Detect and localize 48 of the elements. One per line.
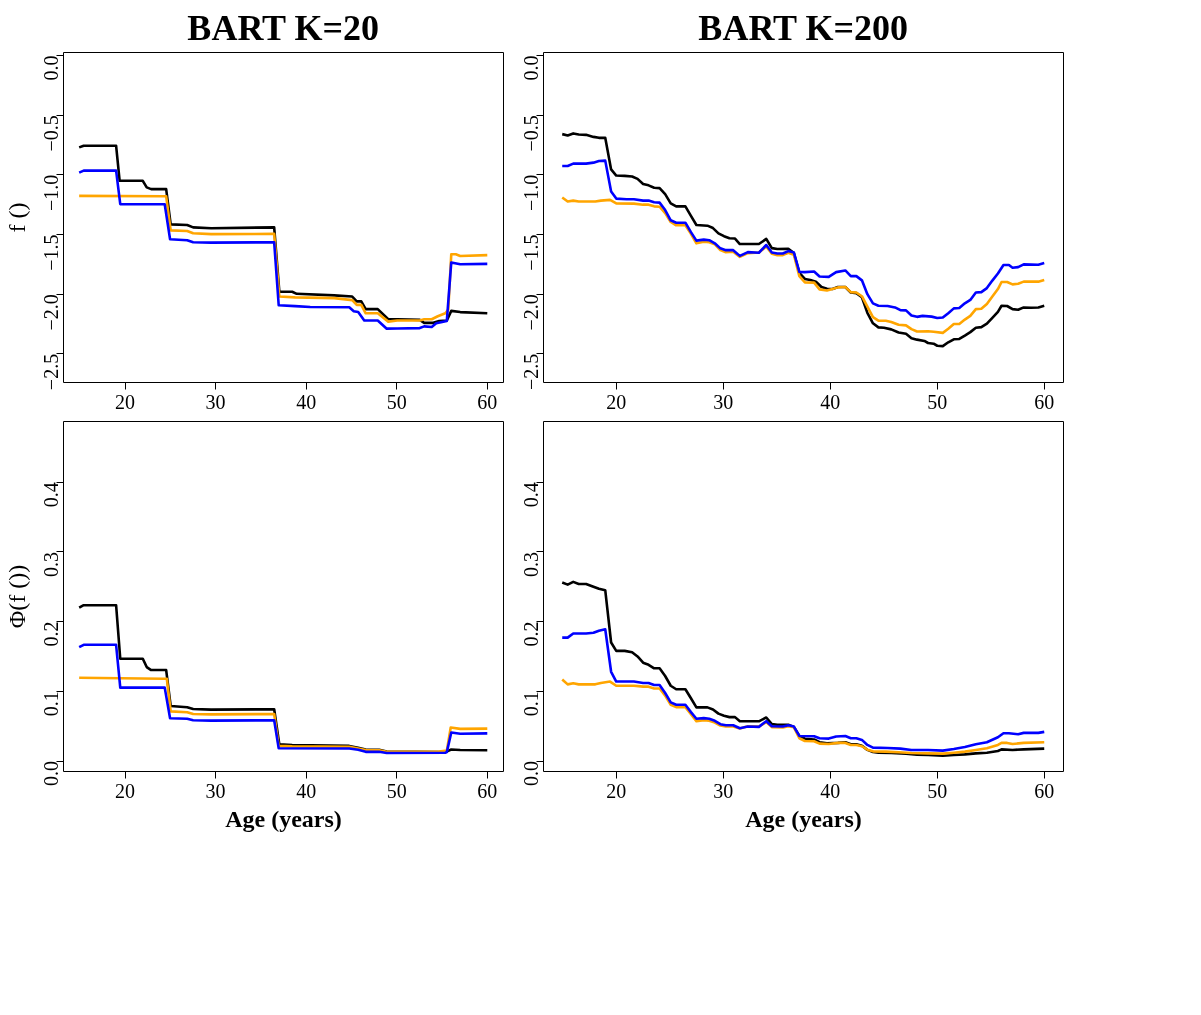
x-axis-title: Age (years) [745,805,862,832]
chart-title: BART K=200 [698,7,908,48]
y-tick-label: −1.5 [520,234,543,271]
y-tick-label: 0.1 [520,691,543,717]
y-tick-label: 0.0 [520,761,543,787]
x-tick-label: 60 [1034,390,1055,413]
y-tick-label: 0.0 [40,55,63,81]
x-tick-label: 20 [115,779,136,802]
y-tick-label: −0.5 [520,115,543,152]
y-tick-label: −1.0 [40,174,63,212]
y-tick-label: 0.2 [40,621,63,647]
x-tick-label: 50 [386,779,407,802]
x-axis-title: Age (years) [225,805,342,832]
x-tick-label: 40 [820,779,841,802]
x-tick-label: 60 [477,390,498,413]
x-tick-label: 60 [477,779,498,802]
x-tick-label: 40 [296,779,317,802]
x-tick-label: 20 [606,779,627,802]
x-tick-label: 40 [820,390,841,413]
y-tick-label: 0.4 [520,482,543,508]
x-tick-label: 50 [927,779,948,802]
x-tick-label: 30 [205,779,226,802]
x-tick-label: 20 [115,390,136,413]
y-tick-label: 0.3 [520,551,543,577]
y-tick-label: −2.5 [40,353,63,391]
y-tick-label: −1.5 [40,234,63,271]
y-tick-label: 0.0 [520,55,543,81]
x-tick-label: 50 [927,390,948,413]
x-tick-label: 20 [606,390,627,413]
y-axis-title: f () [3,202,30,233]
y-tick-label: 0.0 [40,761,63,787]
y-tick-label: −0.5 [40,115,63,152]
y-axis-title: Φ(f ()) [3,564,30,629]
x-tick-label: 60 [1034,779,1055,802]
chart-title: BART K=20 [187,7,379,48]
x-tick-label: 30 [713,779,734,802]
y-tick-label: 0.4 [40,482,63,508]
y-tick-label: 0.1 [40,691,63,717]
y-tick-label: −1.0 [520,174,543,212]
y-tick-label: −2.5 [520,353,543,391]
y-tick-label: −2.0 [40,294,63,331]
x-tick-label: 50 [386,390,407,413]
x-tick-label: 40 [296,390,317,413]
x-tick-label: 30 [205,390,226,413]
y-tick-label: 0.2 [520,621,543,647]
y-tick-label: 0.3 [40,551,63,577]
x-tick-label: 30 [713,390,734,413]
y-tick-label: −2.0 [520,294,543,331]
